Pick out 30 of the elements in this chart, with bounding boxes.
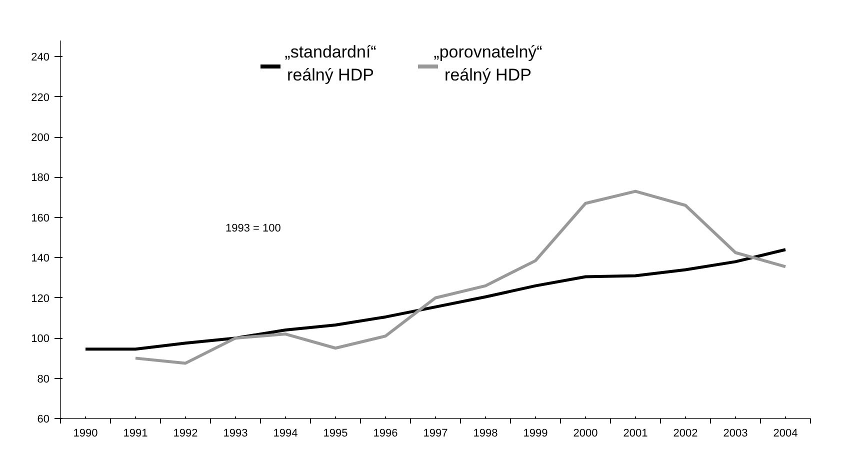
y-tick-label: 240	[31, 52, 50, 64]
annotation: 1993 = 100	[226, 222, 281, 234]
x-tick-label: 1999	[523, 428, 548, 440]
x-tick-label: 1996	[373, 428, 398, 440]
y-tick-label: 100	[31, 333, 50, 346]
y-tick-label: 80	[37, 373, 50, 386]
x-tick-label: 1992	[173, 428, 198, 440]
x-tick-label: 1990	[73, 428, 98, 440]
x-tick-label: 1991	[123, 428, 148, 440]
legend-label: „porovnatelný“ reálný HDP	[434, 42, 543, 84]
line-series	[134, 190, 787, 365]
x-tick-label: 2003	[723, 428, 748, 440]
y-tick-label: 180	[31, 172, 50, 184]
x-tick-label: 1995	[323, 428, 348, 440]
y-tick-label: 200	[31, 132, 50, 144]
x-tick-label: 2002	[673, 428, 698, 440]
y-tick-label: 160	[31, 212, 50, 224]
x-tick-label: 2001	[623, 428, 648, 440]
legend-label: „standardní“ reálný HDP	[284, 42, 377, 84]
x-tick-label: 2004	[773, 428, 798, 440]
x-tick-label: 1993	[223, 428, 248, 440]
y-tick-label: 60	[37, 414, 50, 426]
y-tick-label: 120	[31, 292, 50, 305]
x-tick-label: 1997	[423, 428, 448, 440]
y-tick-label: 220	[31, 92, 50, 104]
x-tick-label: 1994	[273, 428, 298, 440]
x-tick-label: 1998	[473, 428, 498, 440]
line-series	[84, 248, 787, 351]
y-tick-label: 140	[31, 252, 50, 265]
x-tick-label: 2000	[573, 428, 598, 440]
